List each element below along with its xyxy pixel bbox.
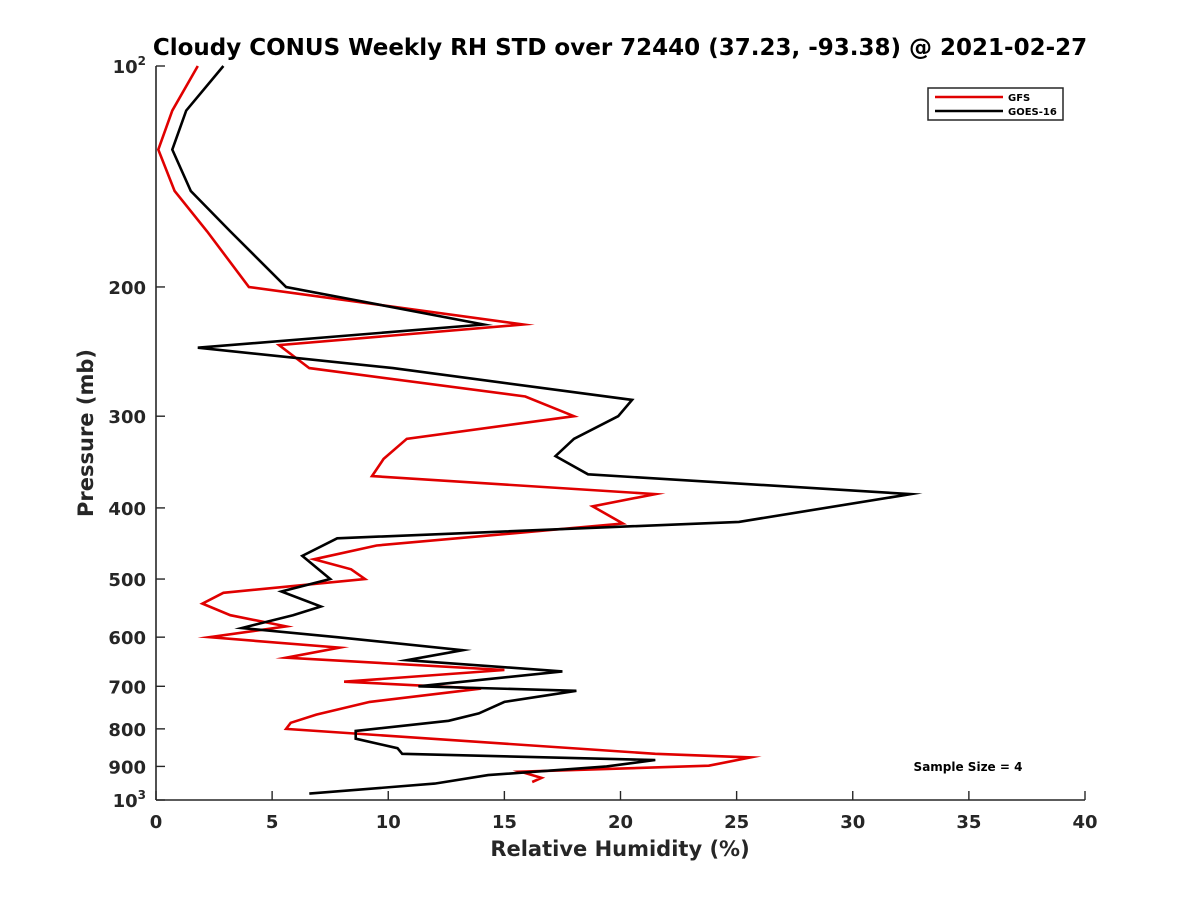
y-tick-label: 103 (113, 788, 146, 812)
x-tick-label: 25 (724, 812, 749, 833)
x-tick-label: 0 (150, 812, 163, 833)
y-tick-label: 700 (108, 677, 146, 698)
x-tick-label: 30 (840, 812, 865, 833)
y-tick-base: 10 (113, 791, 138, 812)
x-tick-label: 15 (492, 812, 517, 833)
y-tick-base: 10 (113, 57, 138, 78)
series-line-goes16 (170, 65, 923, 795)
chart-title: Cloudy CONUS Weekly RH STD over 72440 (3… (153, 35, 1087, 61)
y-tick-label: 600 (108, 628, 146, 649)
series-layer (156, 65, 923, 795)
series-line-gfs (156, 65, 762, 784)
legend: GFS GOES-16 (927, 87, 1064, 121)
x-tick-label: 5 (266, 812, 279, 833)
legend-label-goes16: GOES-16 (1008, 107, 1057, 118)
y-tick-label: 900 (108, 757, 146, 778)
x-tick-label: 35 (956, 812, 981, 833)
legend-box (927, 87, 1064, 121)
y-tick-label: 300 (108, 407, 146, 428)
y-tick-label: 500 (108, 570, 146, 591)
x-tick-label: 20 (608, 812, 633, 833)
sample-size-annotation: Sample Size = 4 (914, 760, 1023, 774)
y-tick-label: 800 (108, 720, 146, 741)
y-tick-exponent: 2 (138, 54, 146, 68)
x-axis-label: Relative Humidity (%) (490, 837, 749, 861)
y-tick-label: 400 (108, 499, 146, 520)
y-tick-label: 200 (108, 278, 146, 299)
y-axis-label: Pressure (mb) (74, 349, 98, 517)
x-tick-label: 40 (1072, 812, 1097, 833)
y-tick-exponent: 3 (138, 788, 146, 802)
x-tick-label: 10 (376, 812, 401, 833)
y-tick-label: 102 (113, 54, 146, 78)
plot-area: 0 5 10 15 20 25 30 35 40 10220030040050060070080… (108, 54, 1097, 833)
legend-label-gfs: GFS (1008, 93, 1030, 104)
x-ticks: 0 5 10 15 20 25 30 35 40 (150, 791, 1098, 833)
